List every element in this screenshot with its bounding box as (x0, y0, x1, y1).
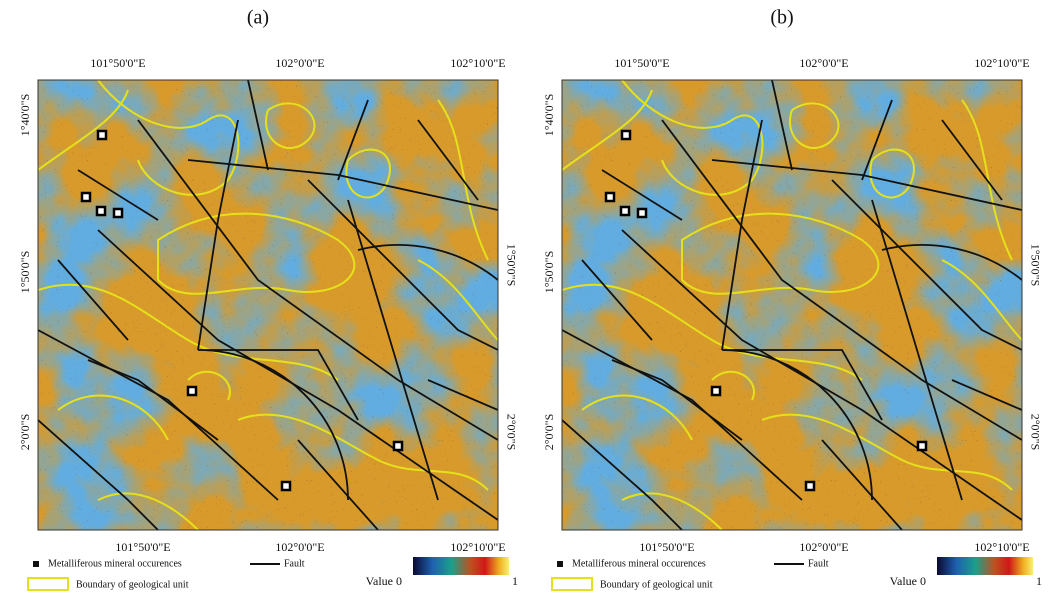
map-raster (38, 80, 498, 530)
right-coord-label: 2°0'0"S (1028, 414, 1042, 451)
top-coord-label: 102°10'0"E (450, 56, 505, 70)
right-coord-label: 1°50'0"S (1028, 244, 1042, 287)
panel-label: (b) (770, 7, 793, 29)
legend-occurrence-marker (557, 561, 563, 567)
left-coord-label: 1°40'0"S (18, 94, 32, 137)
panel-label: (a) (247, 7, 269, 29)
legend-occurrence-label: Metalliferous mineral occurences (48, 558, 182, 569)
top-coord-label: 101°50'0"E (90, 56, 145, 70)
top-coord-label: 101°50'0"E (614, 56, 669, 70)
left-coord-label: 2°0'0"S (542, 414, 556, 451)
legend-value-max: 1 (512, 574, 518, 588)
left-coord-label: 1°50'0"S (18, 251, 32, 294)
legend: Metalliferous mineral occurences Fault Bou… (552, 557, 1042, 590)
figure: (a) 101°50'0"E 102°0'0"E 102°10'0"E 101°50'0… (0, 0, 1053, 595)
bottom-coord-label: 102°0'0"E (275, 540, 324, 554)
bottom-coord-label: 101°50'0"E (639, 540, 694, 554)
legend-boundary-swatch (552, 578, 592, 590)
legend-value-max: 1 (1036, 574, 1042, 588)
right-coord-label: 1°50'0"S (504, 244, 518, 287)
bottom-coord-label: 101°50'0"E (115, 540, 170, 554)
legend-boundary-label: Boundary of geological unit (600, 579, 713, 590)
left-coord-label: 1°40'0"S (542, 94, 556, 137)
top-coord-label: 102°10'0"E (974, 56, 1029, 70)
bottom-coord-label: 102°10'0"E (450, 540, 505, 554)
legend-colorbar (413, 557, 509, 575)
left-coord-label: 2°0'0"S (18, 414, 32, 451)
legend-fault-label: Fault (808, 558, 829, 569)
panel: (a) 101°50'0"E 102°0'0"E 102°10'0"E 101°50'0… (18, 7, 519, 591)
map (38, 80, 498, 530)
legend-fault-label: Fault (284, 558, 305, 569)
legend: Metalliferous mineral occurences Fault Bou… (28, 557, 518, 590)
legend-colorbar (937, 557, 1033, 575)
top-coord-label: 102°0'0"E (799, 56, 848, 70)
legend-value-min: Value 0 (366, 574, 402, 588)
legend-boundary-swatch (28, 578, 68, 590)
bottom-coord-label: 102°0'0"E (799, 540, 848, 554)
panel: (b) 101°50'0"E 102°0'0"E 102°10'0"E 101°50'0… (542, 7, 1043, 591)
panels: (a) 101°50'0"E 102°0'0"E 102°10'0"E 101°50'0… (18, 7, 1043, 591)
legend-value-min: Value 0 (890, 574, 926, 588)
legend-occurrence-marker (33, 561, 39, 567)
left-coord-label: 1°50'0"S (542, 251, 556, 294)
map (562, 80, 1022, 530)
right-coord-label: 2°0'0"S (504, 414, 518, 451)
map-raster (562, 80, 1022, 530)
bottom-coord-label: 102°10'0"E (974, 540, 1029, 554)
legend-occurrence-label: Metalliferous mineral occurences (572, 558, 706, 569)
top-coord-label: 102°0'0"E (275, 56, 324, 70)
legend-boundary-label: Boundary of geological unit (76, 579, 189, 590)
